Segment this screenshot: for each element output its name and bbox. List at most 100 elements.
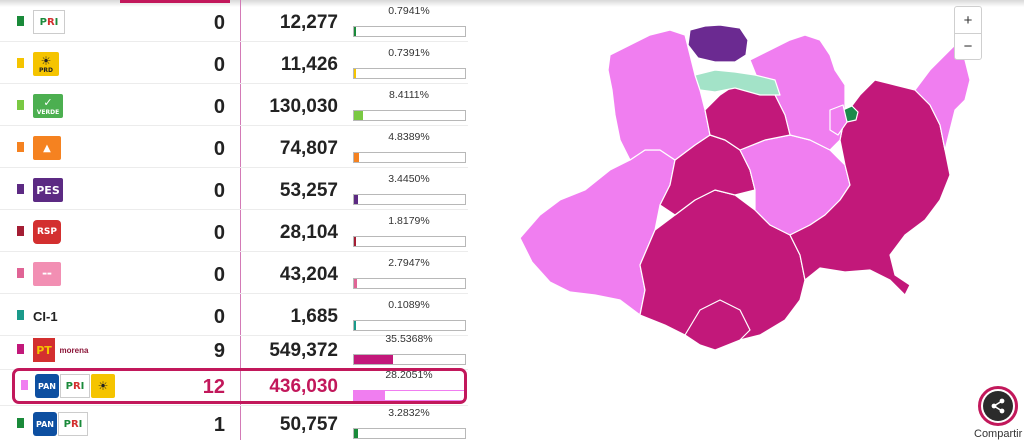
percent-value: 8.4111% (389, 89, 429, 101)
color-swatch (17, 226, 24, 236)
seats-value: 9 (213, 340, 225, 362)
votes-value: 43,204 (279, 264, 338, 285)
percent-bar (353, 110, 466, 121)
ci1-label: CI-1 (33, 308, 58, 324)
percent-bar-fill (354, 429, 358, 438)
percent-bar-fill (354, 195, 358, 204)
percent-bar (353, 428, 466, 439)
table-row-fxm[interactable]: ▬▬ 0 43,204 2.7947% (0, 254, 468, 294)
selected-row-outline (12, 368, 467, 404)
seats-value: 0 (213, 138, 225, 160)
votes-value: 436,030 (269, 376, 338, 397)
share-label: Compartir (974, 428, 1023, 440)
map-zoom-control: + − (954, 6, 982, 60)
party-logo-prd: ☀ PRD (33, 52, 59, 76)
color-swatch (17, 100, 24, 110)
percent-bar-fill (354, 111, 363, 120)
votes-value: 53,257 (279, 180, 338, 201)
top-shadow (0, 0, 1024, 7)
party-logo-ci1: CI-1 (33, 304, 73, 328)
morena-logo-icon: morena (59, 345, 89, 355)
map-district[interactable] (789, 79, 951, 296)
map-district[interactable] (607, 29, 711, 161)
district-map[interactable] (500, 0, 970, 440)
seats-value: 0 (213, 12, 225, 34)
percent-value: 1.8179% (388, 215, 430, 227)
party-logo-mc: ▲ (33, 136, 61, 160)
seats-value: 0 (213, 180, 225, 202)
table-row-ci1[interactable]: CI-1 0 1,685 0.1089% (0, 296, 468, 336)
percent-bar (353, 68, 466, 79)
percent-bar-fill (354, 279, 357, 288)
table-row-pt-morena[interactable]: PT morena 9 549,372 35.5368% (0, 330, 468, 370)
zoom-in-button[interactable]: + (963, 11, 973, 29)
map-district[interactable] (829, 104, 848, 136)
percent-bar-fill (354, 153, 359, 162)
seats-value: 0 (213, 264, 225, 286)
table-row-rsp[interactable]: RSP 0 28,104 1.8179% (0, 212, 468, 252)
party-logo-rsp: RSP (33, 220, 61, 244)
map-district-verde[interactable] (694, 69, 781, 96)
percent-bar (353, 320, 466, 331)
zoom-out-button[interactable]: − (955, 33, 981, 59)
share-widget[interactable]: Compartir (968, 378, 1024, 440)
party-logo-pes: PES (33, 178, 63, 202)
color-swatch (21, 380, 28, 390)
seats-value: 0 (213, 306, 225, 328)
share-icon (983, 391, 1013, 421)
votes-value: 11,426 (280, 54, 338, 75)
map-district-pes[interactable] (687, 24, 749, 63)
percent-bar (353, 152, 466, 163)
party-logo-fxm: ▬▬ (33, 262, 61, 286)
seats-value: 0 (213, 222, 225, 244)
map-district[interactable] (914, 44, 970, 151)
share-button[interactable] (978, 386, 1018, 426)
color-swatch (17, 184, 24, 194)
pes-logo-icon: PES (33, 178, 63, 202)
votes-value: 1,685 (290, 306, 338, 327)
pt-logo-icon: PT (33, 338, 55, 362)
percent-bar-fill (354, 237, 356, 246)
percent-bar-fill (354, 69, 356, 78)
percent-bar-fill (354, 391, 385, 400)
percent-bar-fill (354, 321, 356, 330)
votes-value: 50,757 (279, 414, 338, 435)
color-swatch (17, 142, 24, 152)
table-row-pes[interactable]: PES 0 53,257 3.4450% (0, 170, 468, 210)
table-row-verde[interactable]: ✓ VERDE 0 130,030 8.4111% (0, 86, 468, 126)
pan-logo-icon: PAN (35, 374, 59, 398)
votes-value: 28,104 (279, 222, 338, 243)
table-row-prd[interactable]: ☀ PRD 0 11,426 0.7391% (0, 44, 468, 84)
percent-value: 3.2832% (388, 407, 430, 419)
percent-value: 35.5368% (385, 333, 433, 345)
prd-logo-icon: ☀ PRD (33, 52, 59, 76)
percent-value: 0.7391% (388, 47, 430, 59)
seats-value: 1 (213, 414, 225, 436)
votes-value: 549,372 (269, 340, 338, 361)
percent-bar (353, 354, 466, 365)
color-swatch (17, 310, 24, 320)
map-district[interactable] (684, 299, 751, 351)
votes-value: 12,277 (279, 12, 338, 33)
seats-value: 12 (202, 376, 225, 398)
party-logo-pt-morena: PT morena (33, 338, 92, 362)
fxm-logo-icon: ▬▬ (33, 262, 61, 286)
rsp-logo-icon: RSP (33, 220, 61, 244)
percent-bar-fill (354, 355, 393, 364)
percent-bar (353, 278, 466, 289)
column-divider (240, 0, 241, 440)
seats-value: 0 (213, 96, 225, 118)
table-row-mc[interactable]: ▲ 0 74,807 4.8389% (0, 128, 468, 168)
percent-bar (353, 236, 466, 247)
percent-bar (353, 194, 466, 205)
active-tab-indicator (120, 0, 230, 3)
